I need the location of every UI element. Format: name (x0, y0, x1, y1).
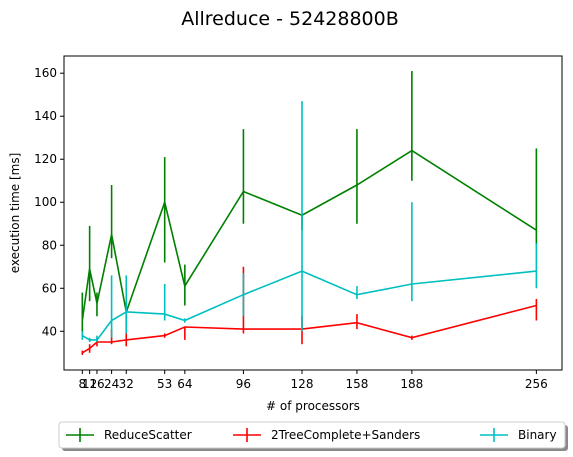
series-line (81, 149, 537, 321)
x-tick-label: 8 (78, 377, 86, 391)
x-tick-label: 256 (525, 377, 548, 391)
chart-title: Allreduce - 52428800B (181, 8, 399, 30)
legend-box (58, 421, 566, 449)
x-tick-label: 12 (82, 377, 97, 391)
series-1 (81, 266, 538, 355)
x-tick-label: 64 (177, 377, 192, 391)
x-tick-label: 96 (236, 377, 251, 391)
series-2 (81, 101, 538, 343)
series-line (81, 270, 537, 341)
legend-item-2: Binary (480, 428, 557, 442)
y-tick-label: 60 (42, 281, 57, 295)
y-tick-label: 80 (42, 238, 57, 252)
x-tick-label: 158 (345, 377, 368, 391)
x-tick-label: 16 (89, 377, 104, 391)
y-tick-label: 40 (42, 324, 57, 338)
plot-frame (63, 55, 563, 371)
legend-item-1: 2TreeComplete+Sanders (233, 428, 420, 442)
legend-label: Binary (518, 428, 557, 442)
series-0 (81, 71, 538, 338)
legend-item-0: ReduceScatter (66, 428, 192, 442)
legend: ReduceScatter 2TreeComplete+Sanders Binary (58, 421, 568, 451)
x-axis-label: # of processors (266, 399, 360, 413)
y-tick-label: 160 (34, 66, 57, 80)
y-axis-label: execution time [ms] (8, 153, 22, 274)
y-tick-label: 140 (34, 109, 57, 123)
legend-label: 2TreeComplete+Sanders (271, 428, 420, 442)
y-tick-label: 120 (34, 152, 57, 166)
x-tick-label: 32 (119, 377, 134, 391)
x-tick-label: 24 (104, 377, 119, 391)
x-tick-label: 188 (400, 377, 423, 391)
y-tick-label: 100 (34, 195, 57, 209)
x-tick-label: 128 (291, 377, 314, 391)
plot-area (81, 71, 538, 355)
series-line (81, 304, 537, 354)
legend-label: ReduceScatter (104, 428, 192, 442)
x-tick-label: 53 (157, 377, 172, 391)
